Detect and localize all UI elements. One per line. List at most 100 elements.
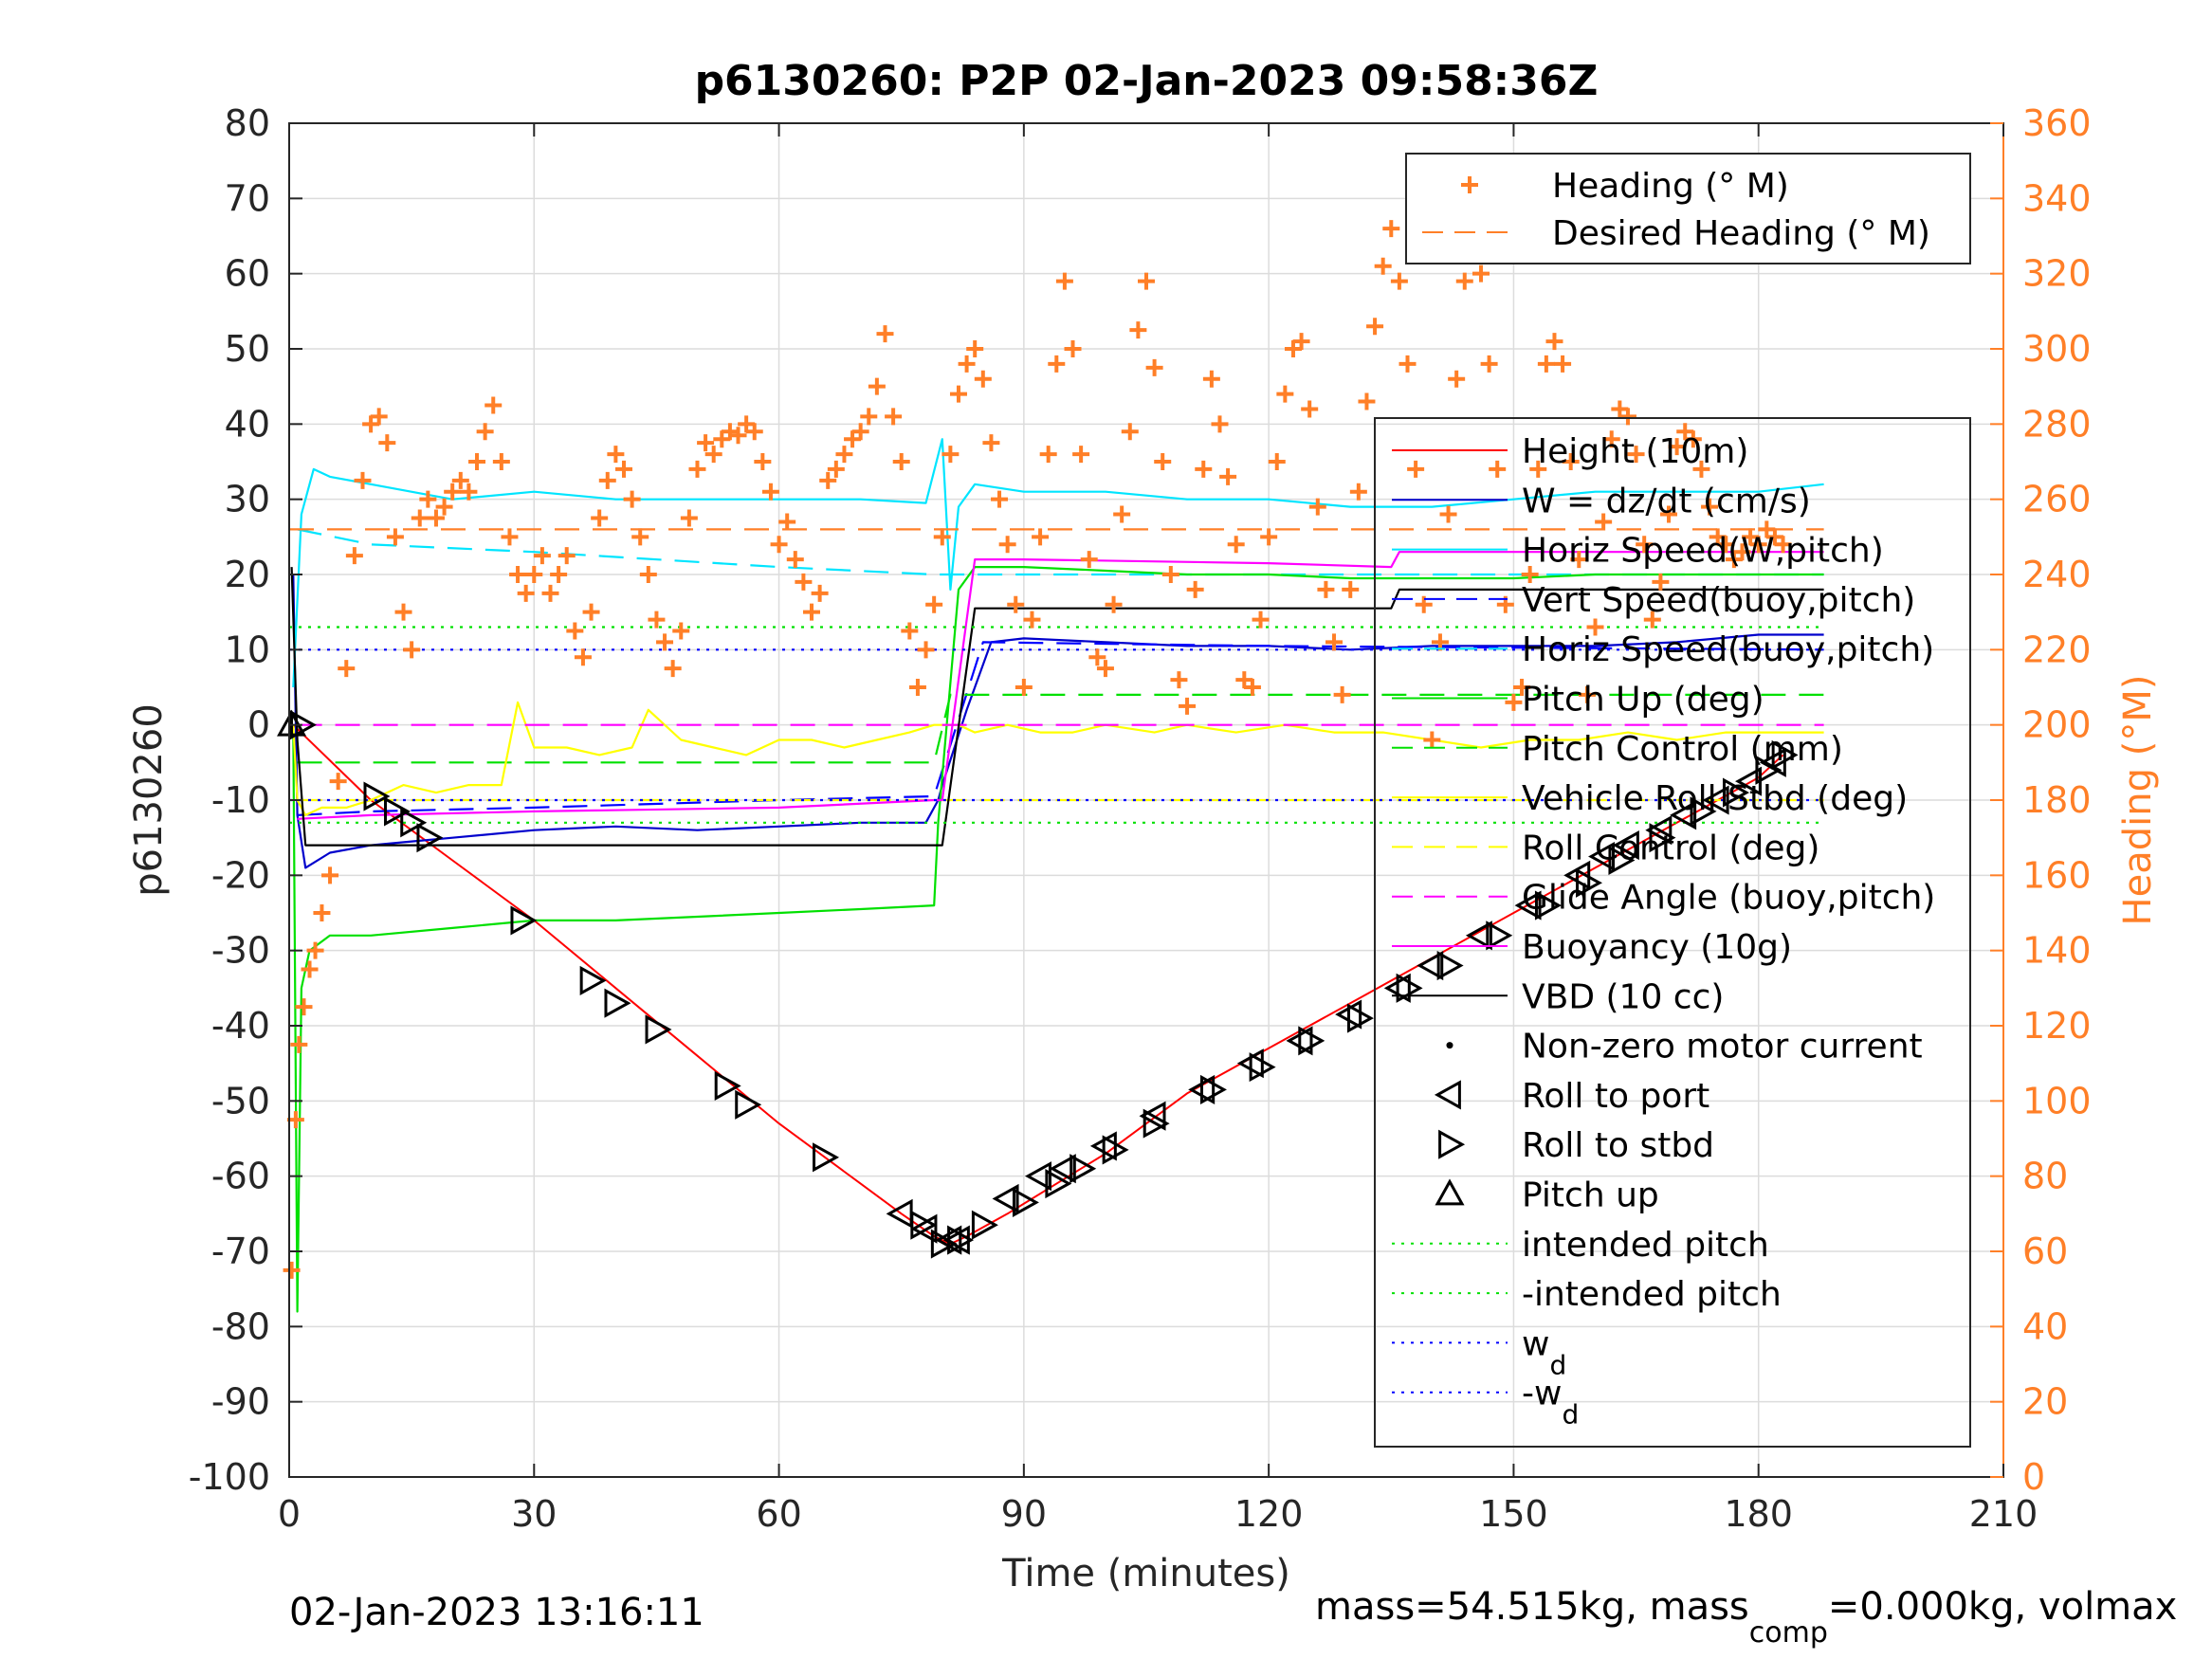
legend-top-label-desired-heading-m: Desired Heading (° M) — [1552, 214, 1930, 253]
heading-point — [484, 396, 503, 414]
heading-point — [468, 453, 486, 470]
heading-point — [1480, 355, 1498, 373]
heading-point — [476, 423, 494, 441]
y2-tick-label-60: 60 — [2022, 1231, 2068, 1272]
heading-point — [1521, 566, 1539, 583]
heading-point — [427, 509, 445, 527]
heading-point — [1398, 355, 1417, 373]
heading-point — [860, 408, 878, 426]
heading-point — [338, 660, 356, 678]
heading-point — [786, 551, 804, 569]
heading-point — [1423, 731, 1441, 749]
heading-point — [550, 566, 568, 583]
heading-point — [754, 453, 772, 470]
roll-to-stbd-marker — [1649, 823, 1676, 853]
y-tick-label--10: -10 — [211, 779, 270, 821]
y2-tick-label-360: 360 — [2022, 102, 2092, 144]
heading-point — [574, 648, 592, 666]
heading-point — [1015, 679, 1033, 696]
legend-label-pitch-up-15: Pitch up — [1522, 1176, 1659, 1215]
heading-point — [1570, 551, 1588, 569]
heading-point — [1627, 446, 1645, 464]
legend-heading-box — [1405, 153, 1971, 264]
heading-point — [295, 998, 313, 1016]
roll-to-stbd-marker — [1486, 921, 1513, 951]
heading-point — [1668, 438, 1686, 456]
heading-point — [607, 446, 625, 464]
heading-point — [1382, 220, 1400, 238]
series-line-vehicle-roll-stbd-deg — [292, 701, 1824, 817]
legend-label-horiz-speed-w-pitch-2: Horiz Speed(W,pitch) — [1522, 532, 1884, 571]
heading-point — [803, 603, 821, 621]
y-tick-label-60: 60 — [225, 253, 270, 295]
heading-point — [1308, 498, 1326, 516]
legend-swatch-pitch-up-15 — [1435, 1178, 1465, 1206]
heading-point — [623, 490, 641, 508]
roll-to-stbd-marker — [1346, 1003, 1374, 1033]
heading-point — [1260, 528, 1278, 546]
roll-to-stbd-marker — [400, 808, 428, 838]
heading-point — [1325, 633, 1344, 651]
x-tick-label-90: 90 — [1001, 1493, 1047, 1535]
roll-to-stbd-marker — [1534, 890, 1562, 921]
heading-point — [1161, 566, 1179, 583]
heading-point — [525, 566, 543, 583]
heading-point — [1595, 513, 1613, 531]
roll-to-stbd-marker — [714, 1070, 741, 1102]
heading-point — [1154, 453, 1172, 470]
legend-label-intended-pitch-17: -intended pitch — [1522, 1275, 1782, 1314]
legend-label-pitch-control-mm-6: Pitch Control (mm) — [1522, 730, 1843, 769]
heading-point — [1733, 543, 1751, 561]
heading-point — [1219, 467, 1237, 485]
heading-point — [1145, 358, 1163, 376]
roll-to-stbd-marker — [416, 823, 444, 853]
y-tick-label-80: 80 — [225, 102, 270, 144]
roll-to-port-marker — [1588, 841, 1616, 872]
heading-point — [648, 611, 666, 629]
axis-ticks: 0 30 60 90 120 150 180 210-100-90-80-70-60-50-4… — [189, 102, 2092, 1535]
heading-point — [1448, 370, 1466, 388]
x-tick-label-30: 30 — [511, 1493, 557, 1535]
heading-point — [1342, 580, 1360, 598]
heading-point — [1333, 685, 1351, 703]
x-axis-label: Time (minutes) — [1001, 1552, 1290, 1595]
heading-point — [1048, 355, 1066, 373]
roll-to-port-marker — [1670, 800, 1697, 830]
roll-to-stbd-marker — [363, 781, 391, 811]
legend-label-intended-pitch-16: intended pitch — [1522, 1226, 1769, 1265]
roll-to-stbd-marker — [645, 1014, 672, 1045]
legend-label-horiz-speed-buoy-pitch-4: Horiz Speed(buoy,pitch) — [1522, 630, 1934, 669]
heading-point — [697, 434, 715, 452]
y2-tick-label-180: 180 — [2022, 779, 2092, 821]
legend-label-vehicle-roll-stbd-deg-7: Vehicle Roll Stbd (deg) — [1522, 779, 1908, 818]
heading-point — [1586, 618, 1604, 636]
heading-point — [460, 483, 478, 501]
roll-to-stbd-marker — [1143, 1108, 1170, 1139]
heading-point — [533, 547, 551, 565]
roll-to-stbd-marker — [1771, 739, 1799, 770]
heading-point — [1692, 460, 1710, 478]
heading-point — [566, 622, 584, 640]
legend-label-roll-to-port-13: Roll to port — [1522, 1077, 1709, 1116]
roll-to-stbd-marker — [510, 905, 538, 936]
legend-label-roll-control-deg-8: Roll Control (deg) — [1522, 829, 1819, 867]
heading-point — [998, 536, 1016, 554]
heading-point — [444, 483, 462, 501]
heading-point — [770, 536, 788, 554]
legend-label-vert-speed-buoy-pitch-3: Vert Speed(buoy,pitch) — [1522, 581, 1915, 620]
y-tick-label-70: 70 — [225, 177, 270, 219]
y-tick-label--90: -90 — [211, 1381, 270, 1423]
heading-point — [370, 408, 388, 426]
heading-point — [582, 603, 600, 621]
y2-tick-label-100: 100 — [2022, 1080, 2092, 1121]
heading-point — [827, 460, 845, 478]
heading-point — [1080, 551, 1098, 569]
heading-points — [283, 220, 1792, 1279]
heading-point — [1529, 460, 1547, 478]
heading-point — [811, 584, 829, 602]
heading-point — [1276, 385, 1294, 403]
heading-point — [1554, 355, 1572, 373]
heading-point — [1513, 679, 1531, 696]
roll-to-port-marker — [1139, 1101, 1166, 1131]
heading-point — [1023, 611, 1041, 629]
